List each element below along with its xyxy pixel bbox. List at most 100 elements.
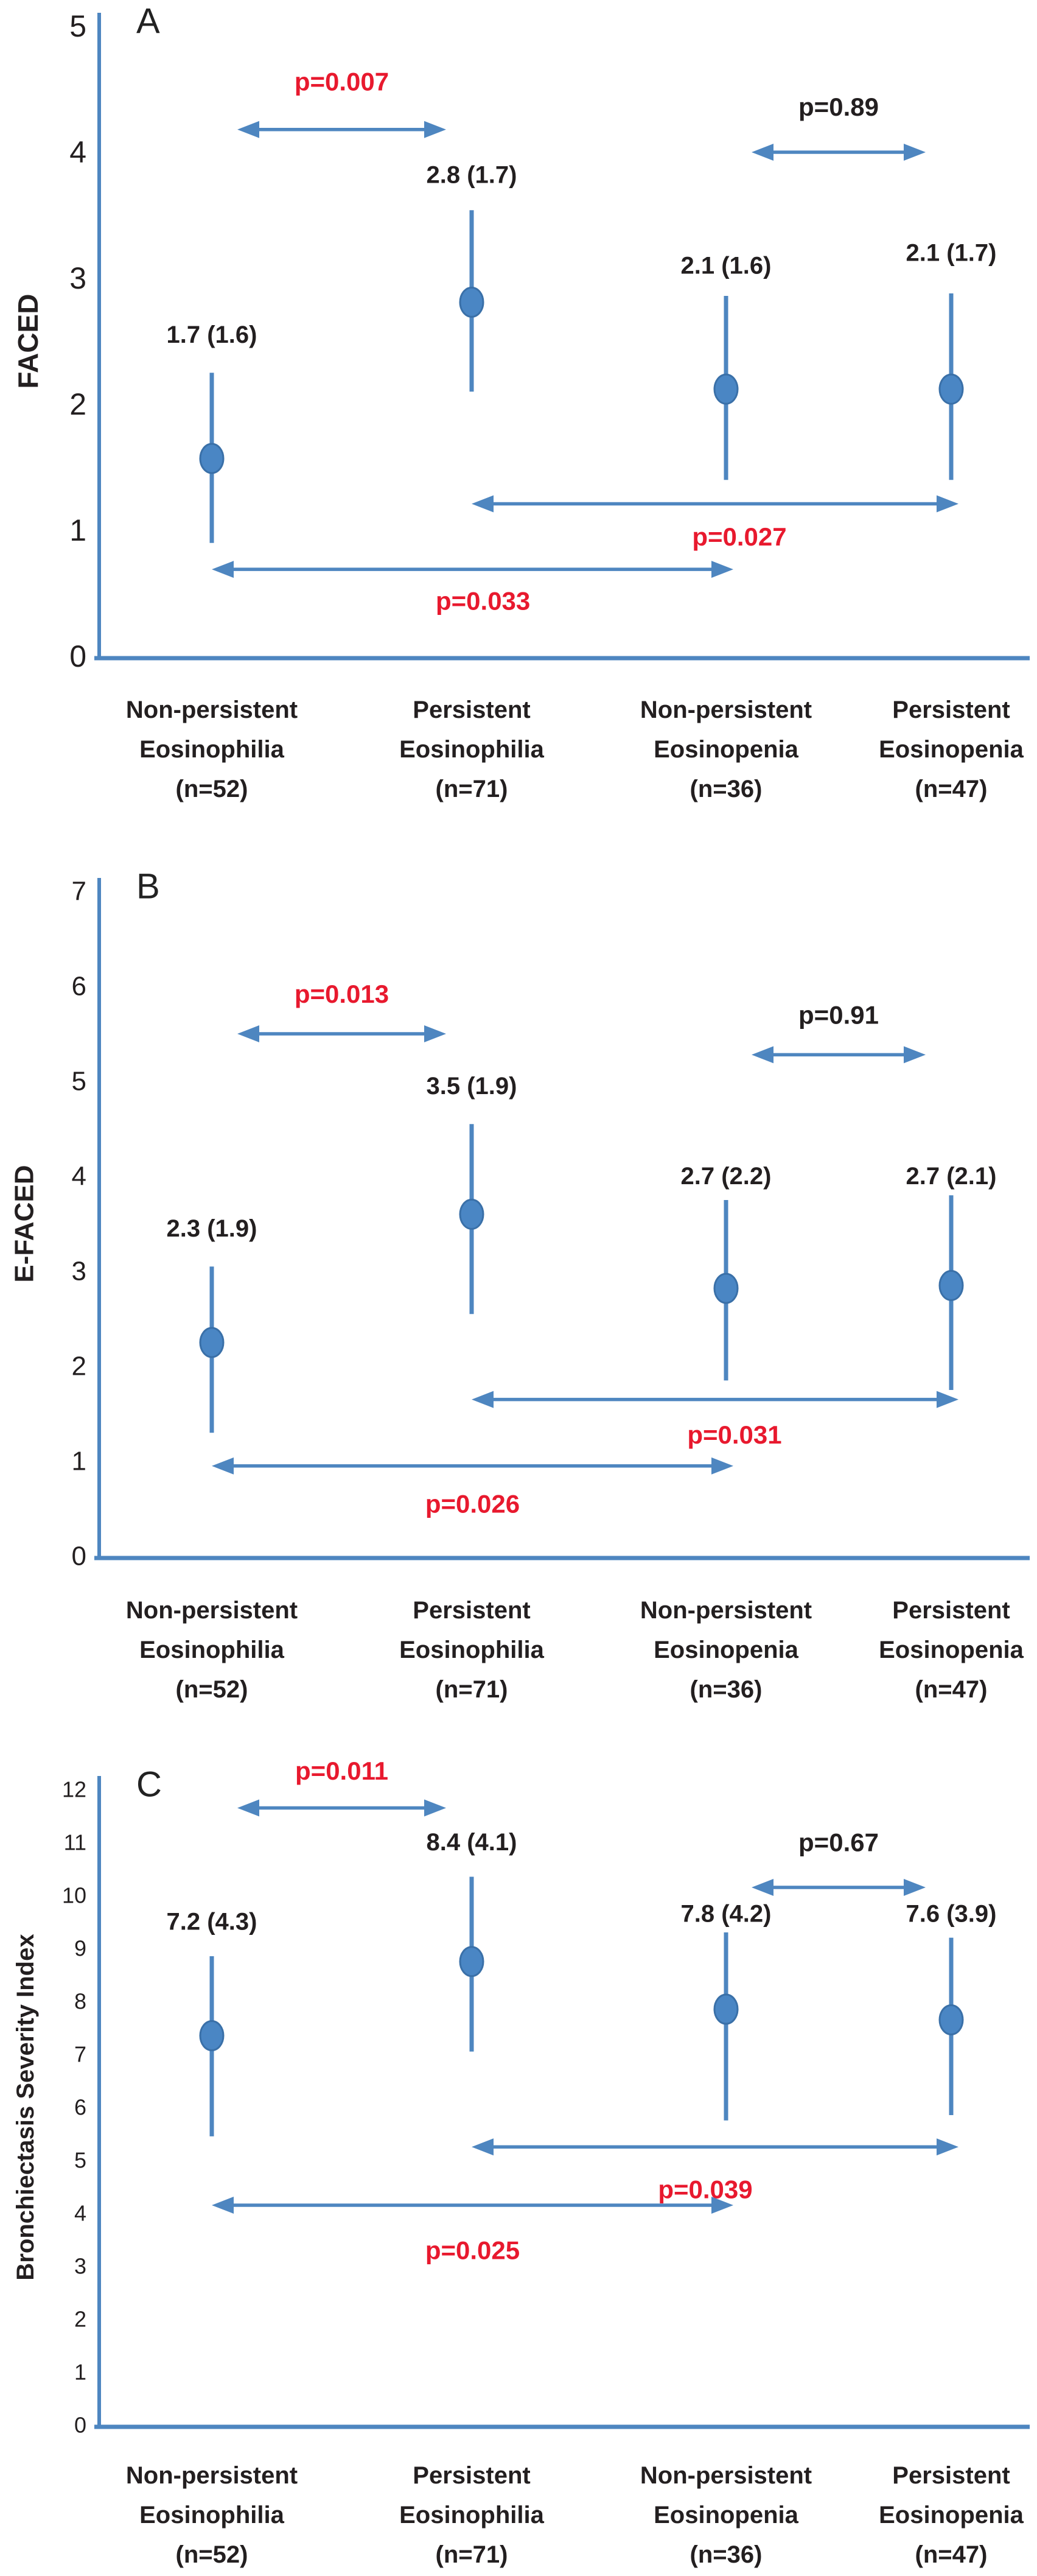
panel-a-pvalue-2-left-arrowhead-icon <box>472 495 494 513</box>
panel-c-group-3-value-label: 7.6 (3.9) <box>906 1900 997 1927</box>
panel-b-pvalue-2-left-arrowhead-icon <box>472 1391 494 1408</box>
panel-b-pvalue-1-left-arrowhead-icon <box>752 1046 773 1064</box>
panel-c-ytick-12: 12 <box>62 1777 86 1802</box>
panel-c-pvalue-3-left-arrowhead-icon <box>212 2196 234 2214</box>
panel-c-pvalue-1-right-arrowhead-icon <box>904 1878 926 1896</box>
panel-b-ytick-0: 0 <box>72 1542 86 1571</box>
panel-a-group-2-mean-marker <box>713 373 739 405</box>
panel-c-pvalue-0-left-arrowhead-icon <box>237 1799 259 1817</box>
panel-c-ytick-2: 2 <box>74 2307 86 2332</box>
panel-a-pvalue-1-right-arrowhead-icon <box>904 144 926 161</box>
panel-a-pvalue-1-left-arrowhead-icon <box>752 144 773 161</box>
panel-b-ytick-5: 5 <box>72 1067 86 1097</box>
panel-b-group-3-value-label: 2.7 (2.1) <box>906 1163 997 1190</box>
panel-c-pvalue-1-left-arrowhead-icon <box>752 1878 773 1896</box>
panel-a-ytick-5: 5 <box>69 9 86 43</box>
panel-c-group-3-category-label-line2: Eosinopenia <box>879 2502 1024 2529</box>
panel-c-group-2-value-label: 7.8 (4.2) <box>681 1900 772 1927</box>
panel-b-group-3-mean-marker <box>938 1269 964 1301</box>
panel-a-pvalue-3-label: p=0.033 <box>436 586 530 615</box>
panel-b-pvalue-3-label: p=0.026 <box>425 1490 520 1518</box>
panel-a-pvalue-2-label: p=0.027 <box>692 522 786 551</box>
panel-a-pvalue-1-label: p=0.89 <box>798 93 879 121</box>
panel-c-group-3-category-label-line1: Persistent <box>892 2462 1010 2489</box>
panel-c-y-axis-title: Bronchiectasis Severity Index <box>12 1934 39 2280</box>
panel-b-pvalue-1-right-arrowhead-icon <box>904 1046 926 1064</box>
panel-c-ytick-1: 1 <box>74 2360 86 2385</box>
panel-c-group-1-category-label-line1: Persistent <box>413 2462 530 2489</box>
panel-b-group-3-category-label-line2: Eosinopenia <box>879 1637 1024 1663</box>
panel-a-group-3-mean-marker <box>938 373 964 405</box>
panel-b-pvalue-0-label: p=0.013 <box>295 980 389 1008</box>
panel-c-ytick-4: 4 <box>74 2201 86 2226</box>
panel-c-ytick-7: 7 <box>74 2042 86 2067</box>
panel-b-group-0-category-label-line2: Eosinophilia <box>139 1637 285 1663</box>
panel-a-group-3-category-label-line2: Eosinopenia <box>879 736 1024 763</box>
panel-a-group-0-value-label: 1.7 (1.6) <box>167 321 257 348</box>
panel-a-pvalue-3-right-arrowhead-icon <box>711 561 733 578</box>
panel-b-letter: B <box>136 867 160 907</box>
panel-a-group-1-category-label-line1: Persistent <box>413 697 530 723</box>
panel-c-group-0-category-label-line1: Non-persistent <box>126 2462 298 2489</box>
panel-c-ytick-5: 5 <box>74 2148 86 2173</box>
panel-a-ytick-0: 0 <box>69 639 86 673</box>
panel-b-ytick-3: 3 <box>72 1257 86 1286</box>
panel-b-group-1-mean-marker <box>459 1198 484 1230</box>
panel-c-group-3-category-label-line3: (n=47) <box>915 2541 988 2568</box>
panel-c-ytick-8: 8 <box>74 1989 86 2014</box>
panel-b-ytick-1: 1 <box>72 1447 86 1476</box>
panel-a-group-1-category-label-line2: Eosinophilia <box>399 736 545 763</box>
panel-c-pvalue-3-right-arrowhead-icon <box>711 2196 733 2214</box>
panel-b-pvalue-0-left-arrowhead-icon <box>237 1025 259 1042</box>
panel-a-ytick-1: 1 <box>69 513 86 547</box>
panel-c-group-1-mean-marker <box>459 1946 484 1978</box>
panel-c-pvalue-0-label: p=0.011 <box>295 1757 388 1785</box>
panel-c-ytick-0: 0 <box>74 2413 86 2438</box>
panel-c-ytick-10: 10 <box>62 1883 86 1908</box>
panel-b-group-0-value-label: 2.3 (1.9) <box>167 1215 257 1242</box>
panel-b-y-axis-title: E-FACED <box>10 1165 40 1282</box>
panel-a-group-3-category-label-line1: Persistent <box>892 697 1010 723</box>
panel-a-group-1-category-label-line3: (n=71) <box>436 776 508 802</box>
panel-c-pvalue-1-label: p=0.67 <box>798 1828 879 1857</box>
panel-c-group-1-value-label: 8.4 (4.1) <box>427 1829 517 1856</box>
panel-c-group-1-category-label-line2: Eosinophilia <box>399 2502 545 2529</box>
panel-c-group-0-category-label-line2: Eosinophilia <box>139 2502 285 2529</box>
panel-c-pvalue-2-label: p=0.039 <box>658 2175 752 2203</box>
panel-b-group-3-category-label-line3: (n=47) <box>915 1676 988 1703</box>
panel-b-group-0-mean-marker <box>199 1327 225 1358</box>
panel-a-pvalue-2-right-arrowhead-icon <box>937 495 958 513</box>
panel-b-pvalue-2-right-arrowhead-icon <box>937 1391 958 1408</box>
panel-b-group-1-category-label-line3: (n=71) <box>436 1676 508 1703</box>
panel-b-group-2-category-label-line1: Non-persistent <box>640 1597 812 1624</box>
panel-b-group-2-mean-marker <box>713 1272 739 1304</box>
panel-b-group-1-category-label-line1: Persistent <box>413 1597 530 1624</box>
panel-b-group-1-category-label-line2: Eosinophilia <box>399 1637 545 1663</box>
panel-c-ytick-3: 3 <box>74 2254 86 2279</box>
panel-b-group-2-category-label-line3: (n=36) <box>690 1676 763 1703</box>
panel-a-group-0-category-label-line3: (n=52) <box>176 776 248 802</box>
panel-c-group-2-category-label-line2: Eosinopenia <box>654 2502 799 2529</box>
panel-b-group-0-category-label-line1: Non-persistent <box>126 1597 298 1624</box>
panel-c-group-3-mean-marker <box>938 2004 964 2035</box>
panel-b-pvalue-1-label: p=0.91 <box>798 1000 879 1029</box>
panel-c-letter: C <box>136 1765 162 1805</box>
panel-c-group-2-mean-marker <box>713 1993 739 2025</box>
panel-c-group-2-category-label-line3: (n=36) <box>690 2541 763 2568</box>
panel-b-ytick-6: 6 <box>72 972 86 1002</box>
panel-c-ytick-11: 11 <box>64 1830 86 1855</box>
panel-a-group-2-category-label-line2: Eosinopenia <box>654 736 799 763</box>
panel-c-pvalue-3-label: p=0.025 <box>425 2236 520 2264</box>
panel-a-ytick-2: 2 <box>69 387 86 421</box>
panel-a-group-0-category-label-line2: Eosinophilia <box>139 736 285 763</box>
panel-b-pvalue-3-left-arrowhead-icon <box>212 1457 234 1475</box>
panel-b-pvalue-3-right-arrowhead-icon <box>711 1457 733 1475</box>
panel-c-group-0-mean-marker <box>199 2020 225 2052</box>
panel-a-ytick-3: 3 <box>69 261 86 295</box>
panel-a-ytick-4: 4 <box>69 135 86 169</box>
panel-a-y-axis-title: FACED <box>12 294 44 389</box>
panel-a-group-2-value-label: 2.1 (1.6) <box>681 252 772 279</box>
panel-c-group-0-value-label: 7.2 (4.3) <box>167 1909 257 1936</box>
